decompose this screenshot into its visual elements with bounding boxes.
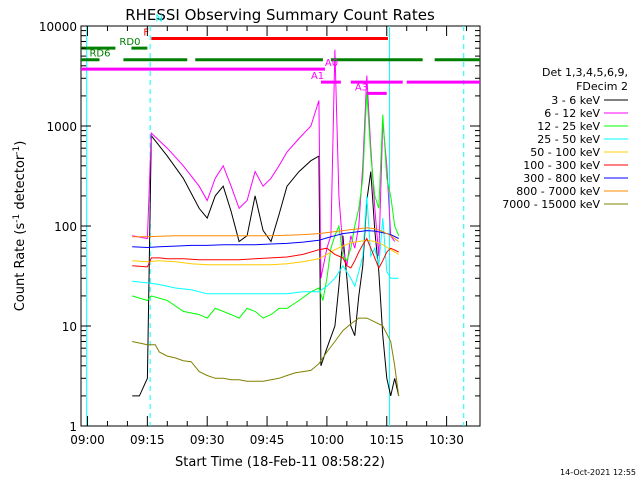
x-tick-label-0: 09:00 bbox=[70, 433, 105, 447]
flag-label-f: F bbox=[143, 27, 149, 38]
x-tick-label-4: 10:00 bbox=[310, 433, 345, 447]
y-tick-label-2: 100 bbox=[54, 220, 77, 234]
y-tick-label-3: 1000 bbox=[46, 120, 77, 134]
y-tick-label-0: 1 bbox=[69, 420, 77, 434]
series-line-3-6kev bbox=[132, 134, 400, 397]
y-axis-label-part2: detector bbox=[13, 154, 28, 214]
flag-label-rd0: RD0 bbox=[119, 37, 140, 48]
series-line-800-7000kev bbox=[132, 227, 399, 242]
legend-label-4: 50 - 100 keV bbox=[530, 146, 600, 159]
y-axis-label-sup2: -1 bbox=[12, 146, 22, 155]
series-line-6-12kev bbox=[132, 49, 396, 279]
legend-label-7: 800 - 7000 keV bbox=[516, 185, 600, 198]
y-axis-label: Count Rate (s-1 detector-1) bbox=[12, 141, 28, 312]
series-line-12-25kev bbox=[132, 91, 400, 319]
x-tick-label-5: 10:15 bbox=[369, 433, 404, 447]
plot-frame bbox=[80, 25, 481, 427]
x-tick-label-1: 09:15 bbox=[130, 433, 165, 447]
flag-label-a3: A3 bbox=[355, 82, 368, 93]
flag-label-rd6: RD6 bbox=[89, 49, 110, 60]
y-axis-label-part1: Count Rate (s bbox=[13, 223, 28, 312]
legend-label-1: 6 - 12 keV bbox=[544, 107, 600, 120]
y-axis-label-part3: ) bbox=[13, 141, 28, 146]
series-line-7000-15000kev bbox=[132, 317, 400, 396]
legend-label-8: 7000 - 15000 keV bbox=[502, 198, 600, 211]
footer-timestamp: 14-Oct-2021 12:55 bbox=[560, 468, 636, 477]
legend-label-3: 25 - 50 keV bbox=[537, 133, 600, 146]
legend-label-2: 12 - 25 keV bbox=[537, 120, 600, 133]
x-axis-label: Start Time (18-Feb-11 08:58:22) bbox=[175, 455, 385, 470]
y-tick-label-1: 10 bbox=[62, 320, 77, 334]
y-axis-label-sup1: -1 bbox=[12, 214, 22, 223]
x-tick-label-2: 09:30 bbox=[190, 433, 225, 447]
series-line-100-300kev bbox=[132, 237, 399, 270]
chart-title: RHESSI Observing Summary Count Rates bbox=[125, 6, 435, 24]
legend-title-line1: Det 1,3,4,5,6,9, bbox=[542, 66, 628, 79]
flag-label-a0: A0 bbox=[325, 58, 338, 69]
x-tick-label-3: 09:45 bbox=[250, 433, 285, 447]
flag-label-n: N bbox=[155, 13, 162, 24]
series-line-300-800kev bbox=[132, 230, 399, 249]
legend-label-0: 3 - 6 keV bbox=[551, 94, 600, 107]
series-line-50-100kev bbox=[132, 239, 399, 266]
legend-label-5: 100 - 300 keV bbox=[523, 159, 600, 172]
series-line-25-50kev bbox=[132, 195, 399, 295]
x-tick-label-6: 10:30 bbox=[429, 433, 464, 447]
y-tick-label-4: 10000 bbox=[39, 20, 77, 34]
flag-label-a1: A1 bbox=[311, 71, 324, 82]
legend-title-line2: FDecim 2 bbox=[576, 80, 628, 93]
legend-label-6: 300 - 800 keV bbox=[523, 172, 600, 185]
